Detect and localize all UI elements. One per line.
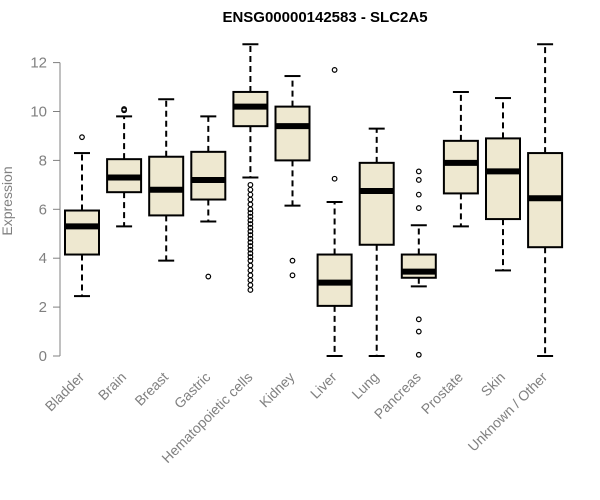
outlier-point xyxy=(415,177,422,183)
y-tick-label: 4 xyxy=(39,250,47,267)
box-group xyxy=(232,43,269,293)
outlier-point xyxy=(79,134,85,141)
box-group xyxy=(358,127,395,357)
y-tick-label: 0 xyxy=(39,348,47,365)
y-tick-label: 12 xyxy=(30,55,47,72)
outlier-point xyxy=(289,257,296,264)
outlier-point xyxy=(247,282,254,288)
box xyxy=(274,105,311,162)
outlier-point xyxy=(247,239,254,246)
outlier-point xyxy=(205,273,212,280)
x-tick-label: Bladder xyxy=(42,369,88,415)
outlier-point xyxy=(247,228,254,235)
y-tick-label: 8 xyxy=(39,152,47,169)
outlier-point xyxy=(247,232,254,238)
outlier-point xyxy=(247,213,254,220)
outlier-point xyxy=(247,210,254,216)
box xyxy=(485,137,521,221)
outlier-point xyxy=(247,250,254,257)
x-tick-label: Pancreas xyxy=(371,369,424,422)
y-tick-label: 6 xyxy=(39,201,47,218)
x-tick-label: Liver xyxy=(307,369,340,402)
box-group xyxy=(106,106,143,228)
outlier-point xyxy=(247,272,254,279)
x-tick-label: Lung xyxy=(348,369,381,402)
chart-title: ENSG00000142583 - SLC2A5 xyxy=(222,9,427,26)
outlier-point xyxy=(247,196,254,203)
box xyxy=(442,139,479,195)
box xyxy=(64,209,100,256)
box-group xyxy=(274,75,311,279)
outlier-point xyxy=(247,191,254,198)
outlier-point xyxy=(247,221,254,227)
box xyxy=(148,155,185,217)
outlier-point xyxy=(415,316,422,323)
outlier-point xyxy=(415,328,422,335)
box-group xyxy=(527,43,564,357)
x-tick-label: Breast xyxy=(131,369,171,409)
box-group xyxy=(190,115,227,280)
y-tick-label: 10 xyxy=(30,104,47,121)
outlier-point xyxy=(247,217,254,224)
outlier-point xyxy=(247,262,254,269)
y-axis: 0 2 4 6 8 10 12 xyxy=(30,55,61,365)
outlier-point xyxy=(247,243,254,249)
box-group xyxy=(485,97,521,272)
outlier-point xyxy=(247,277,254,284)
boxes xyxy=(64,43,564,358)
outlier-point xyxy=(247,246,254,253)
box-group xyxy=(64,134,100,298)
outlier-point xyxy=(247,224,254,231)
outlier-point xyxy=(247,201,254,208)
box-group xyxy=(400,168,437,358)
box-group xyxy=(148,98,185,262)
outlier-point xyxy=(415,168,422,175)
outlier-point xyxy=(331,175,338,182)
x-tick-label: Unknown / Other xyxy=(465,369,551,455)
box-group xyxy=(442,90,479,228)
outlier-point xyxy=(415,205,422,211)
outlier-point xyxy=(247,181,254,188)
outlier-point xyxy=(121,106,127,112)
x-tick-label: Kidney xyxy=(256,369,298,411)
outlier-point xyxy=(247,254,254,260)
outlier-point xyxy=(415,351,422,358)
x-tick-label: Skin xyxy=(478,369,509,400)
x-tick-label: Brain xyxy=(95,369,129,403)
outlier-point xyxy=(247,186,254,193)
box xyxy=(190,150,227,201)
outlier-point xyxy=(331,67,338,73)
y-axis-label: Expression xyxy=(0,166,15,235)
outlier-point xyxy=(415,191,422,198)
box xyxy=(358,161,395,246)
x-tick-label: Prostate xyxy=(418,369,466,417)
outlier-point xyxy=(289,272,296,279)
outlier-point xyxy=(247,206,254,213)
outlier-point xyxy=(247,267,254,274)
outlier-point xyxy=(247,235,254,242)
outlier-point xyxy=(247,287,254,293)
box-group xyxy=(316,67,353,357)
y-tick-label: 2 xyxy=(39,299,47,316)
